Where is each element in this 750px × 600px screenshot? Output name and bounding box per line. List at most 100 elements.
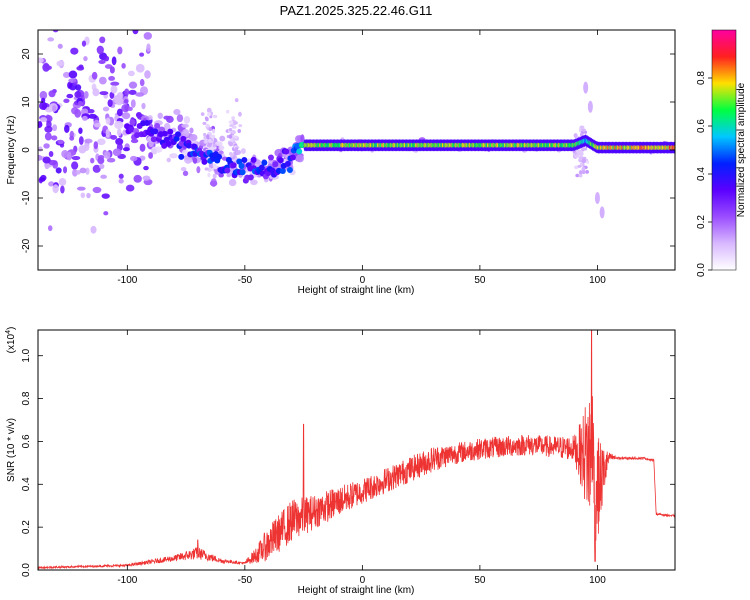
spectrogram-cell — [231, 130, 236, 135]
spectrogram-cell — [209, 180, 218, 187]
spectrogram-x-axis: -100 -50 0 50 100 — [117, 30, 606, 286]
spectrogram-x-tick-label: 50 — [474, 275, 486, 286]
spectrogram-cell — [180, 167, 187, 172]
spectrogram-ridge-cell — [284, 160, 291, 167]
spectrogram-ridge-cell — [150, 136, 157, 143]
spectrogram-cell — [204, 139, 208, 143]
colorbar-gradient — [711, 29, 737, 271]
spectrogram-cell — [229, 153, 234, 158]
spectrogram-cell — [92, 164, 101, 173]
spectrogram-ridge-cell — [167, 128, 174, 135]
spectrogram-cell — [62, 166, 68, 174]
spectrogram-cell — [107, 99, 113, 108]
spectrogram-ridge-cell — [241, 156, 248, 163]
spectrogram-cell — [212, 173, 217, 179]
colorbar-tick-label: 0.0 — [696, 263, 707, 277]
spectrogram-y-axis: -20 -10 0 10 20 — [21, 48, 675, 253]
spectrogram-cell — [118, 178, 124, 184]
spectrogram-cell — [581, 170, 586, 175]
spectrogram-cell — [122, 147, 130, 152]
spectrogram-cell — [76, 66, 85, 71]
snr-x-tick-label: -100 — [117, 575, 137, 586]
snr-x-tick-label: 100 — [589, 575, 606, 586]
spectrogram-cell — [121, 104, 130, 113]
spectrogram-cell — [117, 46, 123, 55]
spectrogram-cell — [575, 173, 580, 178]
spectrogram-cell — [212, 114, 218, 119]
spectrogram-cell — [83, 90, 89, 99]
spectrogram-cell — [48, 151, 54, 158]
spectrogram-y-label: Frequency (Hz) — [6, 116, 17, 185]
spectrogram-cell — [250, 179, 258, 186]
spectrogram-cell — [75, 170, 81, 175]
spectrogram-ridge-cell — [143, 120, 150, 127]
spectrogram-cell — [71, 161, 79, 170]
spectrogram-cell — [230, 138, 234, 143]
spectrogram-cell — [70, 47, 79, 55]
spectrogram-cell — [183, 116, 191, 124]
spectrogram-ridge-cell — [250, 156, 257, 163]
colorbar-label: Normalized spectral amplitude — [736, 82, 747, 217]
spectrogram-cell — [45, 115, 53, 123]
spectrogram-x-tick-label: 100 — [589, 275, 606, 286]
colorbar-tick-label: 0.2 — [696, 215, 707, 229]
spectrogram-satellite — [599, 206, 605, 219]
spectrogram-cell — [581, 128, 586, 132]
spectrogram-cell — [44, 132, 52, 141]
snr-series-line — [38, 330, 675, 570]
spectrogram-cell — [105, 128, 110, 138]
spectrogram-cell — [55, 167, 62, 174]
spectrogram-cell — [163, 115, 171, 120]
spectrogram-ridge-cell — [178, 153, 185, 160]
spectrogram-cell — [42, 156, 51, 164]
spectrogram-cell — [98, 59, 106, 64]
spectrogram-cell — [207, 141, 213, 147]
spectrogram-cell — [52, 105, 57, 112]
spectrogram-cell — [109, 66, 115, 74]
spectrogram-cell — [78, 136, 84, 145]
spectrogram-cell — [110, 85, 118, 94]
spectrogram-ridge-cell — [224, 167, 231, 174]
spectrogram-cell — [146, 43, 151, 52]
spectrogram-x-label: Height of straight line (km) — [298, 285, 415, 296]
spectrogram-cell — [578, 174, 583, 178]
spectrogram-cell — [210, 134, 216, 139]
spectrogram-cell — [123, 98, 129, 104]
spectrogram-cell — [219, 135, 226, 142]
spectrogram-ridge-cell — [247, 174, 254, 181]
spectrogram-ridge-cell — [165, 140, 172, 147]
spectrogram-cell — [39, 117, 48, 123]
spectrogram-cell — [235, 151, 240, 155]
spectrogram-heatmap — [38, 30, 675, 234]
spectrogram-x-tick-label: -50 — [238, 275, 253, 286]
spectrogram-cell — [98, 76, 107, 85]
snr-y-tick-label: 0.0 — [21, 563, 32, 577]
colorbar-tick-label: 0.6 — [696, 119, 707, 133]
spectrogram-cell — [105, 117, 111, 125]
spectrogram-cell — [581, 146, 585, 152]
spectrogram-cell — [212, 163, 217, 168]
spectrogram-cell — [51, 135, 58, 141]
spectrogram-cell — [115, 138, 124, 146]
spectrogram-cell — [212, 128, 216, 134]
spectrogram-cell — [238, 124, 243, 128]
spectrogram-cell — [78, 127, 83, 134]
spectrogram-ridge-cell — [152, 128, 159, 135]
spectrogram-cell — [143, 32, 152, 40]
spectrogram-cell — [128, 81, 138, 89]
spectrogram-cell — [196, 166, 201, 174]
snr-y-tick-label: 1.0 — [21, 348, 32, 362]
spectrogram-ridge-cell — [277, 157, 284, 164]
spectrogram-ridge-cell — [230, 162, 237, 169]
snr-panel: -100 -50 0 50 100 0.0 0.2 0.4 0.6 0.8 1.0 Height … — [5, 327, 676, 596]
spectrogram-cell — [584, 147, 588, 151]
spectrogram-cell — [85, 167, 90, 175]
spectrogram-ridge-cell — [154, 122, 161, 129]
spectrogram-cell — [207, 138, 213, 143]
spectrogram-ridge-cell — [185, 142, 192, 149]
spectrogram-cell — [66, 151, 72, 161]
spectrogram-cell — [228, 178, 237, 187]
spectrogram-cell — [79, 167, 87, 174]
